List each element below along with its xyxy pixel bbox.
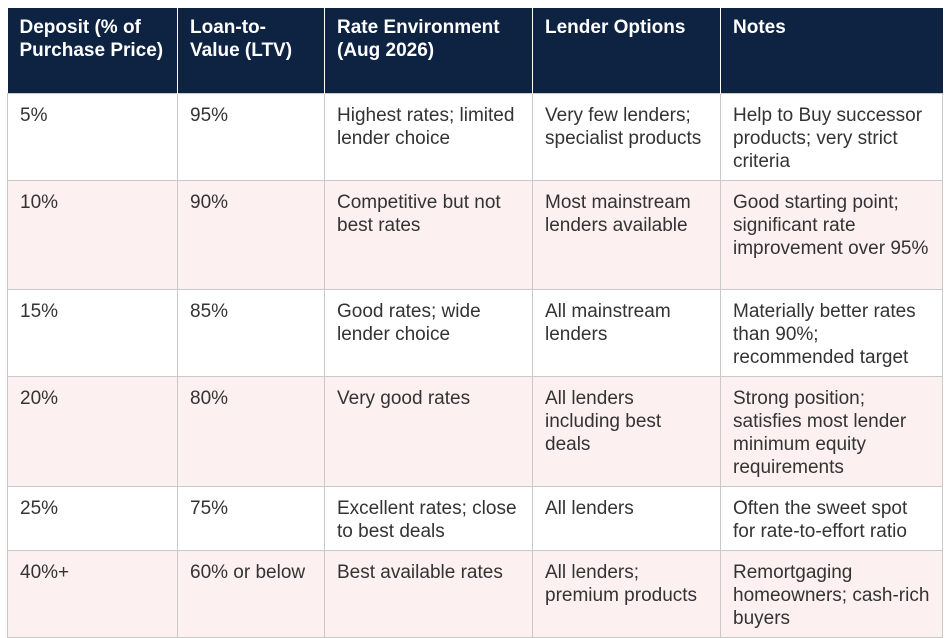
- cell-lender-options: All lenders; premium products: [532, 549, 721, 638]
- cell-notes: Remortgaging homeowners; cash-rich buyer…: [720, 549, 943, 638]
- cell-notes: Often the sweet spot for rate-to-effort …: [720, 485, 943, 551]
- cell-rate-environment: Excellent rates; close to best deals: [324, 485, 533, 551]
- cell-deposit: 40%+: [7, 549, 178, 638]
- cell-ltv: 90%: [177, 179, 325, 290]
- cell-rate-environment: Good rates; wide lender choice: [324, 288, 533, 377]
- cell-notes: Help to Buy successor products; very str…: [720, 92, 943, 181]
- cell-ltv: 75%: [177, 485, 325, 551]
- cell-notes: Good starting point; significant rate im…: [720, 179, 943, 290]
- table-row: 15% 85% Good rates; wide lender choice A…: [7, 288, 943, 377]
- deposit-ltv-table-container: Deposit (% of Purchase Price) Loan-to-Va…: [7, 8, 943, 638]
- cell-deposit: 15%: [7, 288, 178, 377]
- cell-lender-options: Most mainstream lenders available: [532, 179, 721, 290]
- cell-lender-options: All mainstream lenders: [532, 288, 721, 377]
- cell-rate-environment: Very good rates: [324, 375, 533, 487]
- cell-lender-options: All lenders: [532, 485, 721, 551]
- cell-deposit: 25%: [7, 485, 178, 551]
- header-lender-options: Lender Options: [532, 8, 721, 93]
- cell-ltv: 60% or below: [177, 549, 325, 638]
- table-row: 40%+ 60% or below Best available rates A…: [7, 549, 943, 638]
- cell-deposit: 20%: [7, 375, 178, 487]
- cell-ltv: 80%: [177, 375, 325, 487]
- cell-deposit: 5%: [7, 92, 178, 181]
- table-row: 20% 80% Very good rates All lenders incl…: [7, 375, 943, 487]
- table-header: Deposit (% of Purchase Price) Loan-to-Va…: [7, 8, 943, 93]
- cell-lender-options: All lenders including best deals: [532, 375, 721, 487]
- cell-rate-environment: Highest rates; limited lender choice: [324, 92, 533, 181]
- cell-ltv: 85%: [177, 288, 325, 377]
- cell-notes: Strong position; satisfies most lender m…: [720, 375, 943, 487]
- cell-rate-environment: Competitive but not best rates: [324, 179, 533, 290]
- table-row: 10% 90% Competitive but not best rates M…: [7, 179, 943, 290]
- cell-ltv: 95%: [177, 92, 325, 181]
- table-body: 5% 95% Highest rates; limited lender cho…: [7, 92, 943, 638]
- table-row: 5% 95% Highest rates; limited lender cho…: [7, 92, 943, 181]
- cell-rate-environment: Best available rates: [324, 549, 533, 638]
- header-rate-environment: Rate Environment (Aug 2026): [324, 8, 533, 93]
- cell-notes: Materially better rates than 90%; recomm…: [720, 288, 943, 377]
- header-notes: Notes: [720, 8, 943, 93]
- header-ltv: Loan-to-Value (LTV): [177, 8, 325, 93]
- table-row: 25% 75% Excellent rates; close to best d…: [7, 485, 943, 551]
- cell-deposit: 10%: [7, 179, 178, 290]
- header-deposit: Deposit (% of Purchase Price): [7, 8, 178, 93]
- deposit-ltv-table: Deposit (% of Purchase Price) Loan-to-Va…: [7, 8, 943, 638]
- header-row: Deposit (% of Purchase Price) Loan-to-Va…: [7, 8, 943, 93]
- cell-lender-options: Very few lenders; specialist products: [532, 92, 721, 181]
